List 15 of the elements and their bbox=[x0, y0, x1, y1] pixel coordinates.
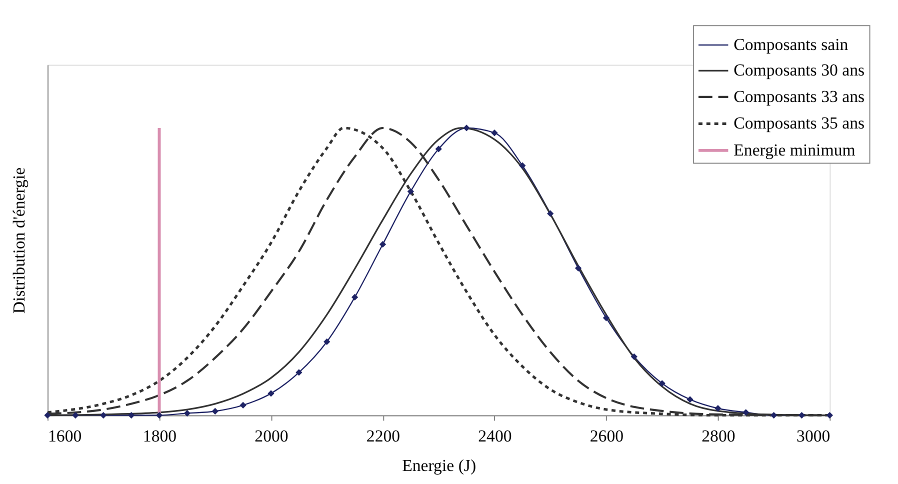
legend-label: Composants 30 ans bbox=[734, 60, 865, 80]
x-tick-label: 1800 bbox=[142, 426, 177, 446]
y-axis-title: Distribution d'énergie bbox=[9, 167, 28, 314]
x-tick-label: 1600 bbox=[48, 426, 82, 446]
legend-label: Composants 33 ans bbox=[734, 86, 865, 106]
x-axis-title: Energie (J) bbox=[402, 456, 476, 476]
x-tick-label: 2400 bbox=[478, 426, 512, 446]
x-tick-label: 2600 bbox=[590, 426, 624, 446]
x-tick-label: 2200 bbox=[366, 426, 400, 446]
legend-label: Energie minimum bbox=[734, 140, 856, 160]
legend-label: Composants sain bbox=[734, 34, 849, 54]
x-tick-label: 2800 bbox=[702, 426, 736, 446]
legend-label: Composants 35 ans bbox=[734, 114, 865, 133]
x-tick-label: 2000 bbox=[254, 426, 288, 446]
x-tick-label: 3000 bbox=[796, 426, 830, 446]
